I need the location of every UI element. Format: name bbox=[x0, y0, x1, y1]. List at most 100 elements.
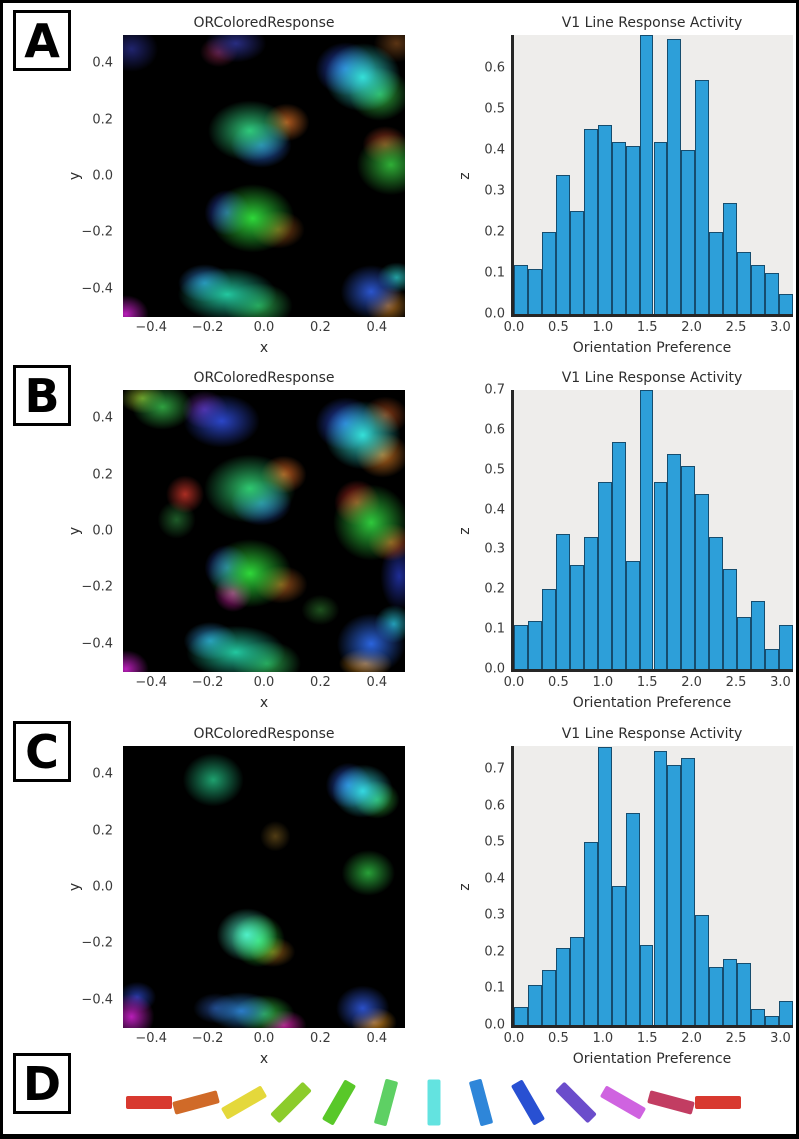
tick-label: 0.0 bbox=[253, 675, 275, 690]
hist-plot bbox=[511, 746, 793, 1028]
hist-bar bbox=[751, 264, 766, 314]
hist-bar bbox=[625, 561, 640, 669]
hist-bar bbox=[653, 481, 668, 669]
or-map bbox=[123, 390, 405, 672]
panel-letter: C bbox=[25, 724, 59, 779]
panel-b: B ORColoredResponse 0.4 0.2 0.0 −0.2 −0.4 −0… bbox=[3, 358, 796, 716]
hist-xticks: 0.0 0.5 1.0 1.5 2.0 2.5 3.0 bbox=[504, 320, 793, 336]
hist-bar bbox=[555, 533, 570, 669]
tick-label: 0.2 bbox=[310, 675, 331, 690]
hist-bar bbox=[765, 1015, 780, 1025]
tick-label: 0.0 bbox=[484, 306, 505, 322]
hist-bar bbox=[751, 1008, 766, 1025]
orientation-key-bar bbox=[695, 1096, 742, 1109]
tick-label: 0.0 bbox=[503, 320, 525, 335]
orientation-key-bar bbox=[600, 1085, 647, 1120]
hist-bar bbox=[527, 268, 542, 314]
hist-bar bbox=[653, 750, 668, 1025]
tick-label: 0.4 bbox=[484, 871, 505, 887]
tick-label: 0.2 bbox=[92, 823, 113, 839]
hist-bar bbox=[667, 39, 682, 314]
tick-label: −0.2 bbox=[81, 935, 113, 951]
hist-title: V1 Line Response Activity bbox=[561, 15, 743, 31]
tick-label: −0.4 bbox=[135, 675, 167, 690]
tick-label: 3.0 bbox=[770, 320, 791, 335]
tick-label: 0.0 bbox=[484, 661, 505, 677]
or-map-title: ORColoredResponse bbox=[193, 726, 335, 742]
panel-letter: D bbox=[22, 1056, 62, 1111]
hist-bar bbox=[709, 966, 724, 1025]
tick-label: 0.2 bbox=[484, 224, 505, 240]
or-map-xlabel: x bbox=[259, 695, 269, 711]
orientation-key-bar bbox=[554, 1081, 597, 1124]
or-map-xticks: −0.4 −0.2 0.0 0.2 0.4 bbox=[123, 1031, 405, 1047]
hist-bar bbox=[695, 80, 710, 314]
or-map-yticks: 0.4 0.2 0.0 −0.2 −0.4 bbox=[59, 746, 113, 1028]
hist-bar bbox=[681, 465, 696, 669]
tick-label: 0.5 bbox=[548, 320, 569, 335]
tick-label: 0.4 bbox=[366, 675, 388, 690]
tick-label: 0.0 bbox=[253, 1031, 275, 1046]
hist-title: V1 Line Response Activity bbox=[561, 726, 743, 742]
tick-label: 0.0 bbox=[92, 523, 113, 539]
hist-bar bbox=[639, 390, 654, 669]
hist-bar bbox=[695, 493, 710, 669]
hist-bar bbox=[514, 264, 528, 314]
orientation-key-bar bbox=[373, 1078, 399, 1127]
tick-label: 0.2 bbox=[484, 581, 505, 597]
tick-label: 1.0 bbox=[592, 1031, 614, 1046]
tick-label: 2.0 bbox=[681, 320, 702, 335]
or-map-ylabel: y bbox=[67, 171, 83, 181]
tick-label: 2.5 bbox=[725, 1031, 747, 1046]
hist-bar bbox=[723, 959, 738, 1025]
tick-label: 0.1 bbox=[484, 265, 505, 281]
orientation-key-bar bbox=[220, 1085, 267, 1120]
hist-title: V1 Line Response Activity bbox=[561, 370, 743, 386]
tick-label: 0.2 bbox=[310, 320, 331, 335]
tick-label: 0.0 bbox=[253, 320, 275, 335]
tick-label: 0.4 bbox=[366, 320, 388, 335]
hist-bar bbox=[737, 617, 752, 669]
hist-bar bbox=[737, 962, 752, 1025]
hist-plot bbox=[511, 35, 793, 317]
tick-label: 0.0 bbox=[503, 1031, 525, 1046]
hist-plot bbox=[511, 390, 793, 672]
tick-label: 0.6 bbox=[484, 60, 505, 76]
hist-bar bbox=[569, 937, 584, 1025]
panel-letter: A bbox=[24, 13, 60, 68]
orientation-key-bar bbox=[270, 1081, 313, 1124]
or-map-ylabel: y bbox=[67, 882, 83, 892]
hist-bar bbox=[765, 272, 780, 314]
tick-label: 0.2 bbox=[484, 944, 505, 960]
hist-bar bbox=[625, 812, 640, 1025]
hist-yticks: 0.0 0.1 0.2 0.3 0.4 0.5 0.6 0.7 bbox=[449, 746, 505, 1033]
tick-label: 1.0 bbox=[592, 675, 614, 690]
or-map-title: ORColoredResponse bbox=[193, 370, 335, 386]
panel-label-box: D bbox=[13, 1053, 71, 1114]
tick-label: 2.5 bbox=[725, 675, 747, 690]
hist-yticks: 0.0 0.1 0.2 0.3 0.4 0.5 0.6 0.7 bbox=[449, 383, 505, 677]
hist-bar bbox=[681, 149, 696, 314]
hist-bar bbox=[514, 625, 528, 669]
tick-label: 0.7 bbox=[484, 761, 505, 777]
tick-label: −0.4 bbox=[135, 1031, 167, 1046]
tick-label: 2.5 bbox=[725, 320, 747, 335]
tick-label: 0.4 bbox=[484, 502, 505, 518]
panel-a: A ORColoredResponse 0.4 0.2 0.0 −0.2 −0.4 −0… bbox=[3, 3, 796, 361]
hist-bar bbox=[695, 915, 710, 1025]
tick-label: 1.5 bbox=[636, 1031, 658, 1046]
tick-label: 0.0 bbox=[92, 879, 113, 895]
tick-label: 3.0 bbox=[770, 675, 791, 690]
or-map-yticks: 0.4 0.2 0.0 −0.2 −0.4 bbox=[59, 35, 113, 317]
hist-bar bbox=[723, 569, 738, 669]
tick-label: 0.3 bbox=[484, 907, 505, 923]
tick-label: −0.2 bbox=[81, 224, 113, 240]
orientation-key-bar bbox=[321, 1079, 356, 1126]
tick-label: −0.4 bbox=[135, 320, 167, 335]
tick-label: 2.0 bbox=[681, 675, 702, 690]
hist-xticks: 0.0 0.5 1.0 1.5 2.0 2.5 3.0 bbox=[504, 675, 793, 691]
tick-label: 3.0 bbox=[770, 1031, 791, 1046]
hist-bar bbox=[709, 231, 724, 314]
tick-label: −0.2 bbox=[191, 1031, 224, 1046]
tick-label: 0.5 bbox=[484, 462, 505, 478]
